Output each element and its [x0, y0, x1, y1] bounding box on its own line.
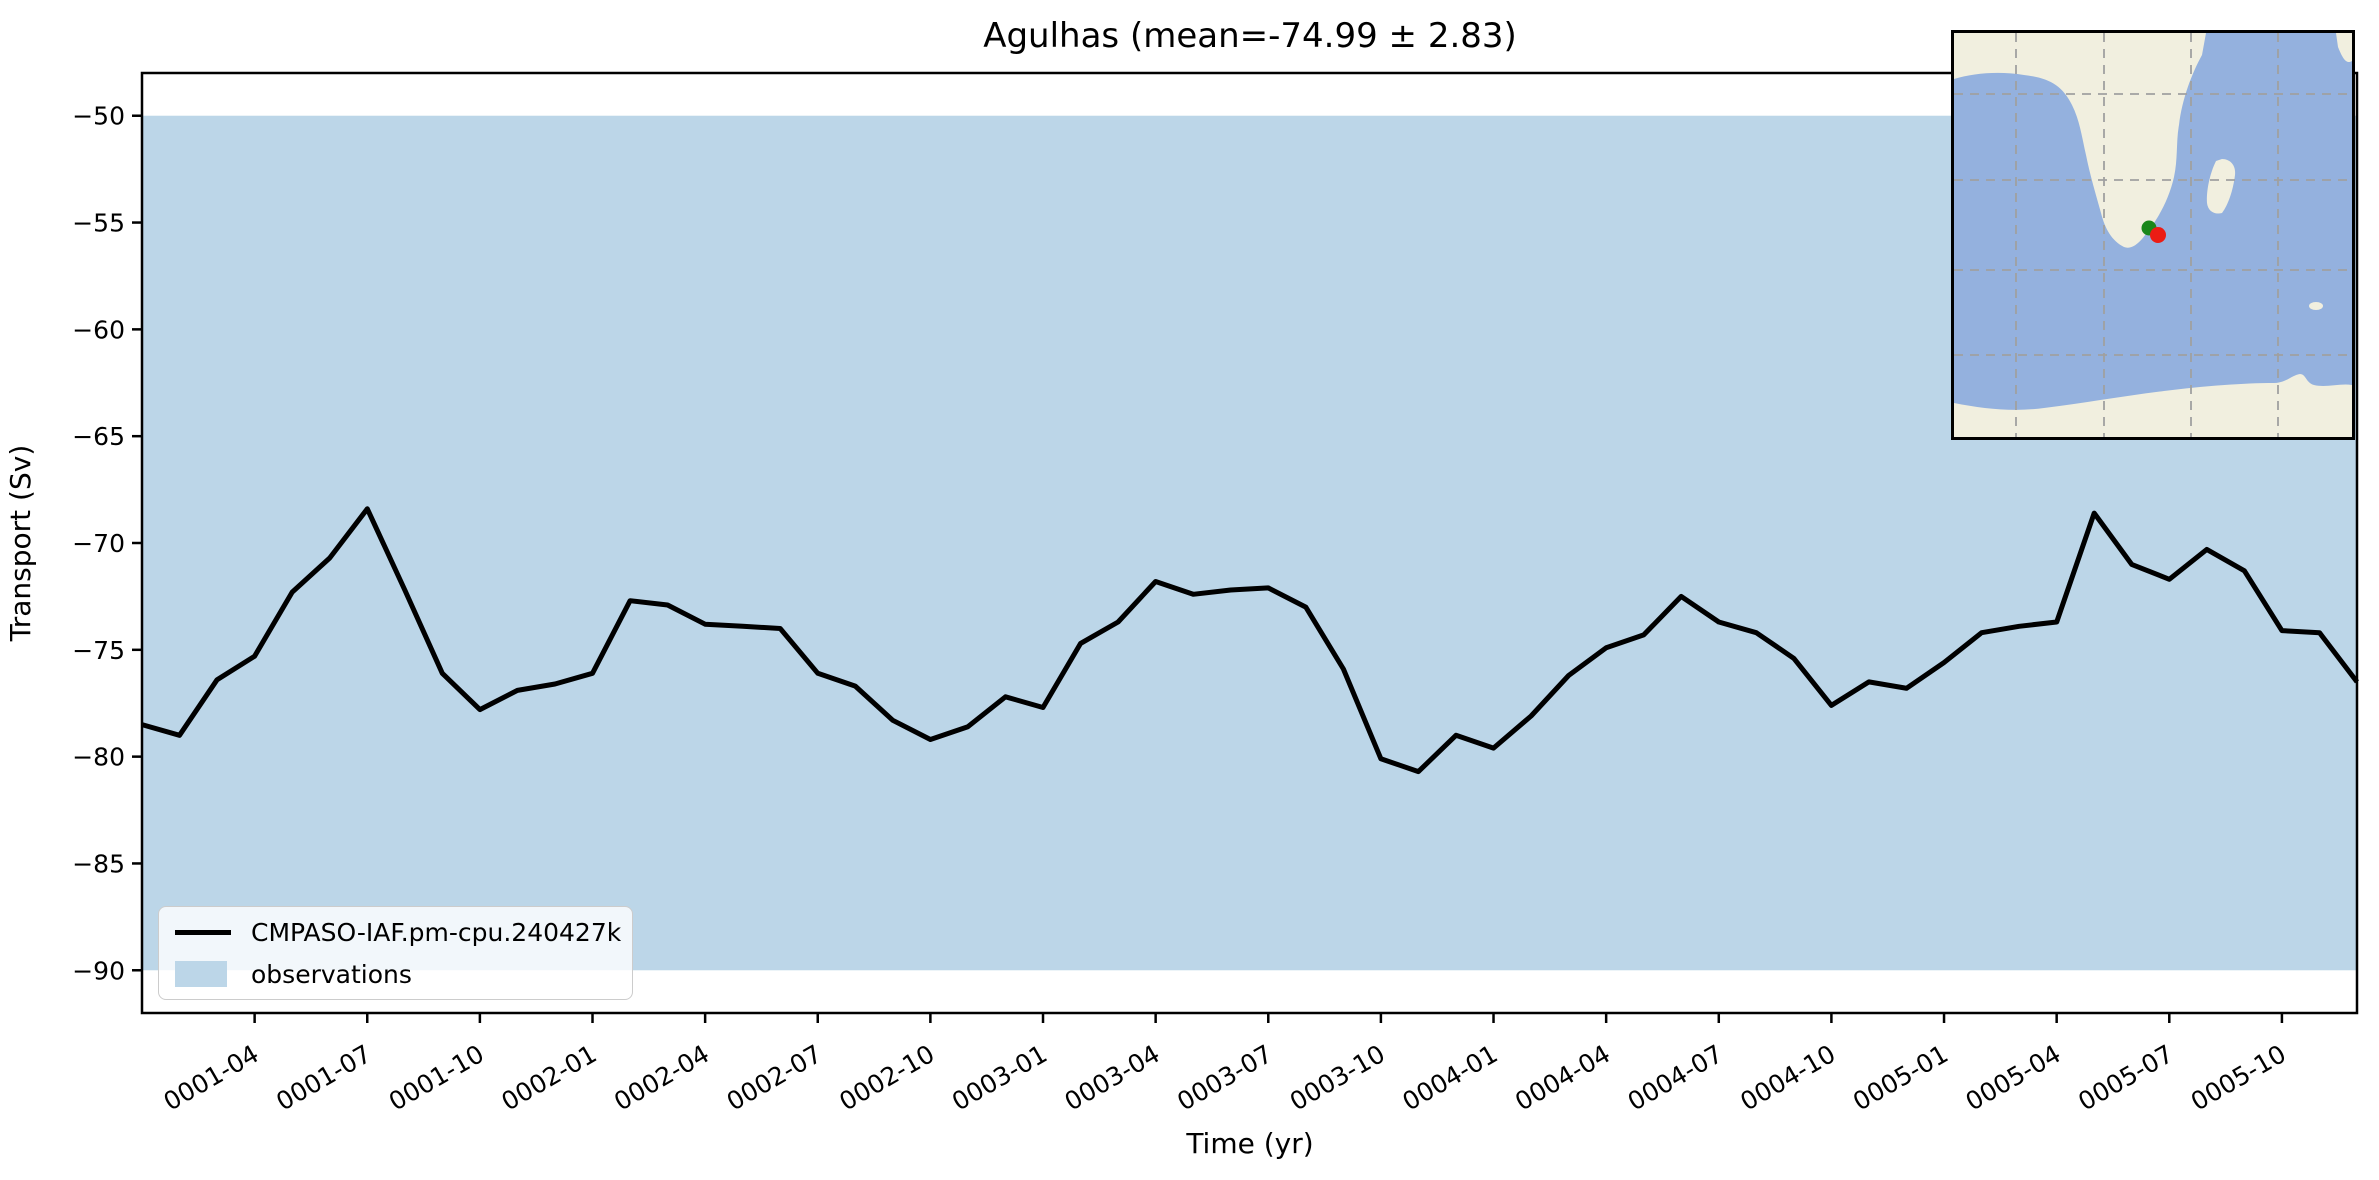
y-tick-label: −85 [72, 849, 125, 878]
x-tick-label: 0002-10 [834, 1039, 939, 1116]
x-tick-label: 0004-01 [1398, 1039, 1503, 1116]
y-tick-label: −80 [72, 743, 125, 772]
legend: CMPASO-IAF.pm-cpu.240427k observations [158, 906, 633, 1000]
map-gridlines [1954, 33, 2352, 437]
legend-label-model: CMPASO-IAF.pm-cpu.240427k [251, 917, 622, 947]
x-axis-ticks: 0001-04 0001-07 0001-10 0002-01 0002-04 0002-… [159, 1013, 2291, 1116]
red-marker [2150, 227, 2166, 243]
y-tick-label: −55 [72, 209, 125, 238]
y-tick-label: −60 [72, 315, 125, 344]
madagascar-island [2206, 159, 2236, 214]
antarctica-landmass [1954, 374, 2352, 437]
x-tick-label: 0001-07 [271, 1039, 376, 1116]
model-line-swatch [175, 929, 231, 935]
x-tick-label: 0003-10 [1285, 1039, 1390, 1116]
y-axis-ticks: −50 −55 −60 −65 −70 −75 −80 −85 −90 [72, 102, 142, 985]
x-tick-label: 0004-10 [1735, 1039, 1840, 1116]
x-tick-label: 0005-07 [2073, 1039, 2178, 1116]
y-tick-label: −65 [72, 422, 125, 451]
x-tick-label: 0003-04 [1060, 1039, 1165, 1116]
y-tick-label: −75 [72, 636, 125, 665]
small-island [2309, 302, 2323, 310]
x-tick-label: 0001-04 [159, 1039, 264, 1116]
legend-label-observations: observations [251, 959, 412, 989]
y-tick-label: −70 [72, 529, 125, 558]
y-tick-label: −90 [72, 956, 125, 985]
africa-landmass [1954, 33, 2206, 248]
x-tick-label: 0005-01 [1848, 1039, 1953, 1116]
x-tick-label: 0002-07 [722, 1039, 827, 1116]
legend-entry-model: CMPASO-IAF.pm-cpu.240427k [175, 914, 622, 950]
y-tick-label: −50 [72, 102, 125, 131]
x-tick-label: 0004-04 [1510, 1039, 1615, 1116]
chart-title: Agulhas (mean=-74.99 ± 2.83) [983, 16, 1517, 56]
series-layer [141, 506, 2359, 775]
x-tick-label: 0004-07 [1623, 1039, 1728, 1116]
legend-entry-observations: observations [175, 956, 622, 992]
corner-landmass [2336, 33, 2352, 63]
x-tick-label: 0001-10 [384, 1039, 489, 1116]
inset-map [1951, 30, 2355, 440]
x-tick-label: 0003-07 [1172, 1039, 1277, 1116]
observations-patch-swatch [175, 961, 227, 987]
x-tick-label: 0005-10 [2186, 1039, 2291, 1116]
x-tick-label: 0005-04 [1961, 1039, 2066, 1116]
y-axis-label: Transport (Sv) [4, 445, 37, 642]
x-tick-label: 0003-01 [947, 1039, 1052, 1116]
series-line [141, 506, 2359, 775]
x-axis-label: Time (yr) [1185, 1127, 1313, 1160]
x-tick-label: 0002-01 [497, 1039, 602, 1116]
x-tick-label: 0002-04 [609, 1039, 714, 1116]
